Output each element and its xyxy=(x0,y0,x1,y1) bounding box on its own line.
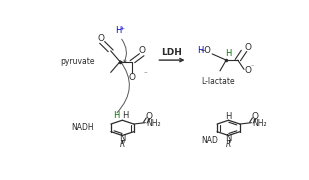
Text: O: O xyxy=(244,66,252,75)
Text: H: H xyxy=(225,49,232,58)
Text: H: H xyxy=(122,111,128,120)
Text: O: O xyxy=(244,43,252,52)
Text: O: O xyxy=(97,34,104,43)
Text: H: H xyxy=(113,111,120,120)
FancyArrowPatch shape xyxy=(122,39,126,62)
Text: O: O xyxy=(129,73,136,82)
Text: R: R xyxy=(226,140,231,148)
Text: H: H xyxy=(197,46,204,55)
Text: L-lactate: L-lactate xyxy=(201,77,235,86)
Text: +: + xyxy=(120,26,125,31)
Text: N: N xyxy=(225,134,232,143)
Text: LDH: LDH xyxy=(162,48,182,57)
Text: NADH: NADH xyxy=(71,123,94,132)
Text: N: N xyxy=(119,134,125,143)
Text: O: O xyxy=(138,46,145,55)
FancyArrowPatch shape xyxy=(159,58,183,62)
Text: NAD: NAD xyxy=(201,136,218,145)
Text: pyruvate: pyruvate xyxy=(60,57,95,66)
Text: NH₂: NH₂ xyxy=(253,119,267,128)
Text: R: R xyxy=(120,140,125,148)
Text: O: O xyxy=(252,112,259,121)
Text: H: H xyxy=(225,112,232,121)
Text: ⁻: ⁻ xyxy=(144,71,147,77)
Text: NH₂: NH₂ xyxy=(146,119,161,128)
Text: ⁻: ⁻ xyxy=(250,65,253,70)
Text: H: H xyxy=(115,26,122,35)
Text: O: O xyxy=(146,112,153,121)
Text: –O: –O xyxy=(201,46,211,55)
FancyArrowPatch shape xyxy=(117,61,129,113)
